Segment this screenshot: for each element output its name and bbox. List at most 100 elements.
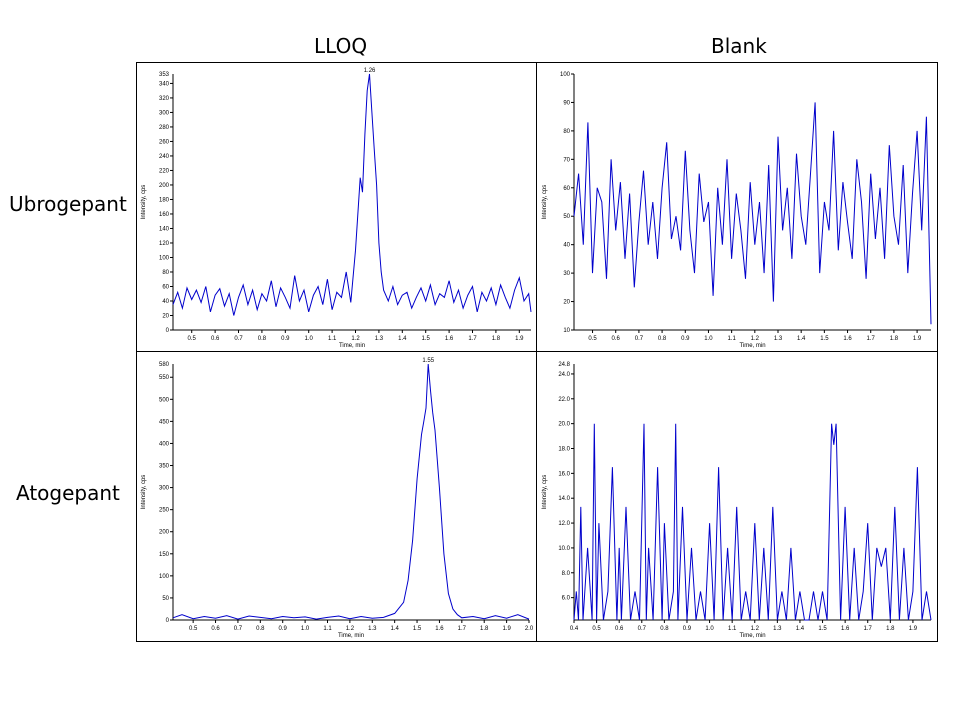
x-tick-label-1-6: 1.6	[445, 336, 454, 342]
x-tick-label-1-2: 1.2	[351, 336, 360, 342]
x-tick-label-0-6: 0.6	[211, 336, 220, 342]
y-tick-label-450: 450	[159, 419, 170, 425]
y-tick-label-40: 40	[563, 243, 570, 249]
peak-retention-label: 1.55	[422, 358, 434, 364]
y-tick-label-10: 10	[563, 328, 570, 334]
x-axis-label: Time, min	[739, 633, 765, 639]
y-tick-label-30: 30	[563, 271, 570, 277]
y-axis-label: Intensity, cps	[141, 185, 147, 220]
x-tick-label-0-5: 0.5	[189, 626, 198, 632]
x-tick-label-1-7: 1.7	[468, 336, 477, 342]
x-tick-label-1-9: 1.9	[913, 336, 922, 342]
y-tick-label-10-0: 10.0	[558, 546, 570, 552]
y-tick-label-160: 160	[159, 212, 170, 218]
x-tick-label-0-7: 0.7	[635, 336, 644, 342]
x-tick-label-0-7: 0.7	[234, 626, 243, 632]
y-axis-top-label: 580	[159, 362, 170, 368]
x-tick-label-1-6: 1.6	[843, 336, 852, 342]
y-tick-label-250: 250	[159, 508, 170, 514]
x-tick-label-1-5: 1.5	[820, 336, 829, 342]
x-tick-label-1-6: 1.6	[841, 626, 850, 632]
x-tick-label-1-2: 1.2	[346, 626, 355, 632]
x-tick-label-0-5: 0.5	[188, 336, 197, 342]
row-title-ubrogepant: Ubrogepant	[9, 192, 127, 216]
x-tick-label-1-3: 1.3	[368, 626, 377, 632]
y-tick-label-16-0: 16.0	[558, 471, 570, 477]
y-tick-label-150: 150	[159, 552, 170, 558]
y-tick-label-100: 100	[159, 255, 170, 261]
x-tick-label-1-0: 1.0	[305, 336, 314, 342]
x-tick-label-1-3: 1.3	[774, 336, 783, 342]
y-tick-label-300: 300	[159, 486, 170, 492]
x-tick-label-0-8: 0.8	[258, 336, 267, 342]
y-tick-label-70: 70	[563, 157, 570, 163]
chart-atogepant-blank: 0.4 0.5 0.6 0.7 0.8 0.9 1.0 1.1 1.2 1.3 1.4 1.5 1.6 1…	[542, 362, 932, 639]
x-tick-label-0-7: 0.7	[234, 336, 243, 342]
y-tick-label-550: 550	[159, 375, 170, 381]
y-tick-label-40: 40	[162, 299, 169, 305]
x-tick-label-1-4: 1.4	[398, 336, 407, 342]
y-tick-label-300: 300	[159, 110, 170, 116]
x-tick-label-0-6: 0.6	[612, 336, 621, 342]
chromatogram-trace	[172, 73, 532, 316]
y-tick-label-0: 0	[166, 618, 170, 624]
x-tick-label-1-3: 1.3	[773, 626, 782, 632]
y-tick-label-200: 200	[159, 183, 170, 189]
y-tick-label-60: 60	[162, 284, 169, 290]
y-tick-label-320: 320	[159, 96, 170, 102]
x-tick-label-1-0: 1.0	[704, 336, 713, 342]
y-tick-label-0: 0	[166, 328, 170, 334]
y-tick-label-50: 50	[563, 214, 570, 220]
chromatogram-trace	[573, 102, 932, 325]
x-tick-label-0-9: 0.9	[279, 626, 288, 632]
y-tick-label-80: 80	[563, 129, 570, 135]
chromatogram-grid: 0.5 0.6 0.7 0.8 0.9 1.0 1.1 1.2 1.3 1.4 1.5 1.6 1.7 1…	[136, 62, 938, 642]
y-tick-label-340: 340	[159, 81, 170, 87]
y-tick-label-24-0: 24.0	[558, 372, 570, 378]
x-tick-label-1-0: 1.0	[705, 626, 714, 632]
column-title-blank: Blank	[711, 34, 767, 58]
x-tick-label-1-6: 1.6	[435, 626, 444, 632]
x-tick-label-1-0: 1.0	[301, 626, 310, 632]
y-tick-label-8-0: 8.0	[562, 571, 571, 577]
y-tick-label-50: 50	[162, 596, 169, 602]
row-title-atogepant: Atogepant	[16, 481, 120, 505]
x-tick-label-2-0: 2.0	[525, 626, 534, 632]
x-tick-label-0-9: 0.9	[683, 626, 692, 632]
y-tick-label-500: 500	[159, 397, 170, 403]
x-tick-label-1-7: 1.7	[864, 626, 873, 632]
x-tick-label-1-4: 1.4	[797, 336, 806, 342]
x-tick-label-0-8: 0.8	[658, 336, 667, 342]
x-tick-label-1-8: 1.8	[890, 336, 899, 342]
x-axis-label: Time, min	[739, 343, 765, 349]
y-tick-label-14-0: 14.0	[558, 496, 570, 502]
y-tick-label-6-0: 6.0	[562, 596, 571, 602]
x-tick-label-1-7: 1.7	[458, 626, 467, 632]
y-tick-label-20-0: 20.0	[558, 422, 570, 428]
x-tick-label-1-9: 1.9	[502, 626, 511, 632]
y-tick-label-140: 140	[159, 226, 170, 232]
y-axis-label: Intensity, cps	[141, 475, 147, 510]
x-tick-label-0-5: 0.5	[588, 336, 597, 342]
y-axis-label: Intensity, cps	[542, 475, 548, 510]
y-tick-label-350: 350	[159, 464, 170, 470]
chromatogram-trace	[172, 363, 530, 620]
x-tick-label-1-1: 1.1	[323, 626, 332, 632]
x-tick-label-1-2: 1.2	[751, 626, 760, 632]
x-tick-label-1-9: 1.9	[515, 336, 524, 342]
x-tick-label-1-1: 1.1	[328, 336, 337, 342]
y-tick-label-280: 280	[159, 125, 170, 131]
x-tick-label-1-8: 1.8	[480, 626, 489, 632]
x-tick-label-0-4: 0.4	[570, 626, 579, 632]
x-tick-label-1-3: 1.3	[375, 336, 384, 342]
x-tick-label-1-4: 1.4	[796, 626, 805, 632]
y-tick-label-90: 90	[563, 100, 570, 106]
x-tick-label-0-5: 0.5	[592, 626, 601, 632]
y-axis-label: Intensity, cps	[542, 185, 548, 220]
chart-atogepant-lloq: 0.5 0.6 0.7 0.8 0.9 1.0 1.1 1.2 1.3 1.4 1.5 1.6 1.7 1…	[141, 358, 534, 639]
chromatogram-trace	[573, 423, 932, 621]
peak-retention-label: 1.26	[364, 68, 376, 74]
y-tick-label-260: 260	[159, 139, 170, 145]
x-tick-label-0-8: 0.8	[660, 626, 669, 632]
x-tick-label-1-9: 1.9	[909, 626, 918, 632]
